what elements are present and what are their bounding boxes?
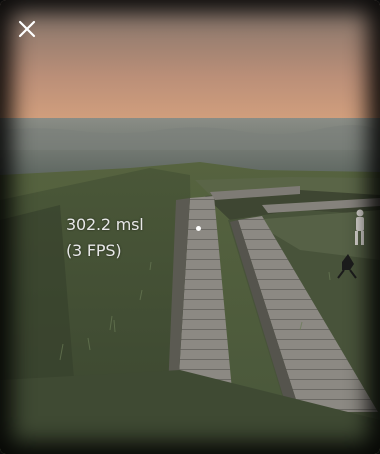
altitude-readout: 302.2 msl bbox=[66, 215, 144, 234]
fps-readout: (3 FPS) bbox=[66, 241, 122, 260]
boardwalk-right-edge bbox=[230, 220, 300, 412]
boardwalk-far-turn bbox=[210, 186, 300, 200]
grass-tufts bbox=[59, 261, 331, 361]
crosshair-dot bbox=[196, 226, 201, 231]
boardwalk-left bbox=[178, 196, 232, 390]
dark-object bbox=[337, 254, 357, 279]
right-mound bbox=[250, 210, 380, 260]
boardwalk-right bbox=[238, 216, 378, 412]
player-figure bbox=[355, 209, 364, 245]
boardwalk-far-right bbox=[262, 198, 380, 213]
sea-waves bbox=[0, 124, 380, 150]
sky bbox=[0, 0, 380, 140]
close-icon[interactable] bbox=[14, 16, 40, 42]
hud-readout: 302.2 msl (3 FPS) bbox=[66, 212, 144, 264]
near-grass bbox=[0, 370, 380, 454]
boardwalk-left-edge bbox=[168, 198, 190, 390]
